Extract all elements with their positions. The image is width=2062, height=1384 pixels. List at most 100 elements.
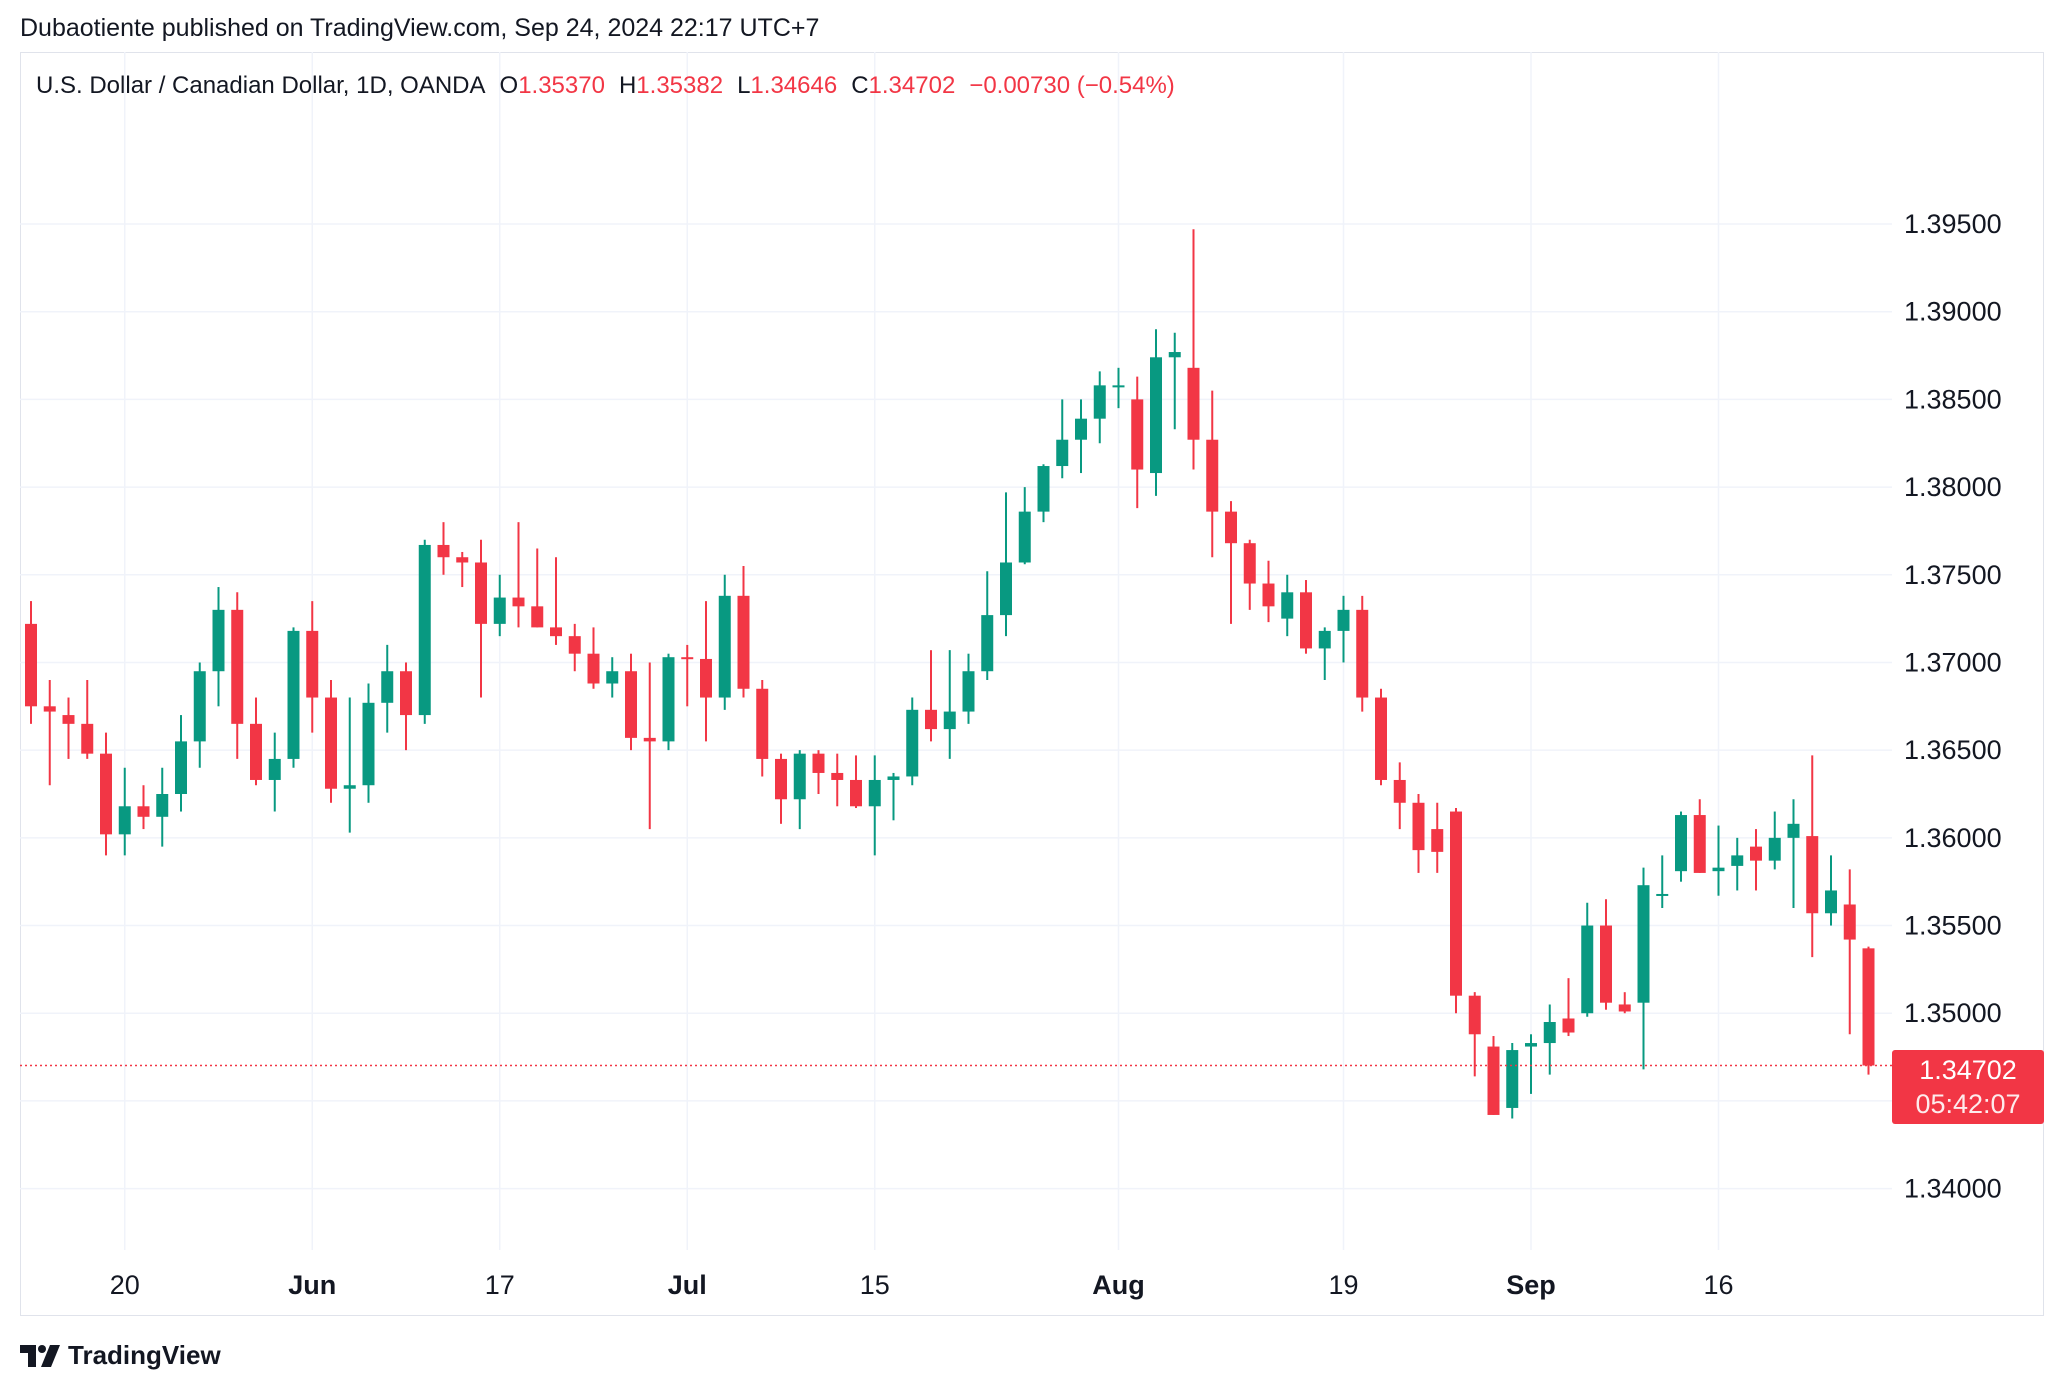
candle [437, 522, 450, 575]
candle [456, 551, 469, 588]
candle-body [400, 671, 412, 716]
candle [1131, 376, 1144, 509]
candle [137, 785, 150, 830]
price-tick-label: 1.36000 [1904, 823, 2002, 853]
candle [1075, 399, 1087, 474]
candle-body [1225, 511, 1237, 544]
time-tick-label: 15 [860, 1270, 890, 1300]
candle [400, 662, 412, 751]
change-value: −0.00730 (−0.54%) [969, 72, 1175, 99]
candle [493, 574, 506, 637]
candle-body [418, 544, 431, 716]
candle [1431, 802, 1444, 873]
last-price-tag: 1.34702 05:42:07 [1892, 1050, 2044, 1124]
candle [1150, 329, 1162, 496]
candle-body [718, 595, 731, 698]
time-tick-label: 17 [485, 1270, 515, 1300]
candle-body [775, 758, 787, 800]
candles [25, 229, 1875, 1119]
candle [1731, 837, 1744, 891]
candle [381, 644, 394, 733]
candle [1862, 946, 1875, 1075]
candle [268, 732, 281, 812]
candle [118, 767, 131, 856]
price-tick-label: 1.35500 [1904, 911, 2002, 941]
candle [156, 767, 169, 847]
candle-body [1525, 1043, 1537, 1047]
candle [1618, 992, 1631, 1014]
candle-body [437, 544, 450, 558]
candle [1525, 1034, 1537, 1094]
candle-body [250, 723, 262, 780]
candle-body [1337, 609, 1350, 631]
candle-body [156, 794, 169, 817]
candle-body [1187, 367, 1200, 440]
candle [287, 627, 300, 768]
candle-body [381, 671, 394, 703]
candle [906, 697, 919, 786]
candle-body [812, 753, 825, 773]
candle-body [1412, 802, 1425, 851]
candle [1318, 627, 1331, 680]
candle-body [606, 671, 619, 684]
candle-body [1468, 995, 1481, 1035]
tradingview-logo[interactable]: TradingView [20, 1340, 221, 1371]
candle-body [1806, 836, 1819, 914]
candle [362, 683, 375, 803]
candle-body [1656, 893, 1669, 896]
candle [1468, 992, 1481, 1077]
candle-body [1693, 815, 1706, 873]
time-tick-label: Sep [1506, 1270, 1556, 1300]
price-tick-label: 1.34000 [1904, 1174, 2002, 1204]
candle [1581, 902, 1594, 1017]
candle [981, 571, 994, 680]
candle-body [1675, 815, 1687, 872]
candle [193, 662, 206, 768]
candle-body [1768, 837, 1781, 861]
candle-body [175, 741, 187, 794]
time-tick-label: Jul [668, 1270, 707, 1300]
candle-body [306, 630, 319, 698]
candle [1787, 799, 1800, 908]
candle-body [1431, 829, 1444, 852]
candle [1506, 1043, 1519, 1119]
candle-body [1487, 1046, 1500, 1115]
candle-body [212, 609, 225, 672]
candle-body [1843, 904, 1856, 940]
candle-body [1300, 592, 1312, 649]
candle-body [756, 688, 769, 759]
candle-body [362, 702, 375, 786]
candle-body [1618, 1004, 1631, 1012]
bar-countdown: 05:42:07 [1915, 1089, 2021, 1119]
time-tick-label: 16 [1703, 1270, 1733, 1300]
candle [925, 650, 937, 742]
price-tick-label: 1.37500 [1904, 560, 2002, 590]
candle-body [868, 779, 881, 807]
candle-body [1262, 583, 1275, 607]
candle-body [193, 671, 206, 742]
low-label: L [737, 72, 751, 99]
candle [625, 653, 637, 751]
candle-body [643, 737, 656, 742]
price-tick-label: 1.38000 [1904, 472, 2002, 502]
open-label: O [499, 72, 519, 99]
candle [868, 755, 881, 856]
price-tick-label: 1.37000 [1904, 647, 2002, 677]
candle [1000, 492, 1012, 637]
candle-body [1318, 630, 1331, 649]
candle-body [1056, 439, 1069, 467]
candle-body [512, 597, 525, 607]
candle-body [1750, 846, 1762, 861]
candle [25, 601, 37, 724]
candle [587, 627, 600, 689]
candle-body [925, 709, 937, 730]
publisher-line: Dubaotiente published on TradingView.com… [20, 14, 820, 42]
candle [568, 623, 581, 672]
candle-body [681, 657, 694, 660]
candle-body [1731, 855, 1744, 866]
candle-body [587, 653, 600, 684]
candle-body [1506, 1050, 1519, 1108]
candle [1168, 332, 1181, 430]
candle-body [700, 658, 712, 698]
